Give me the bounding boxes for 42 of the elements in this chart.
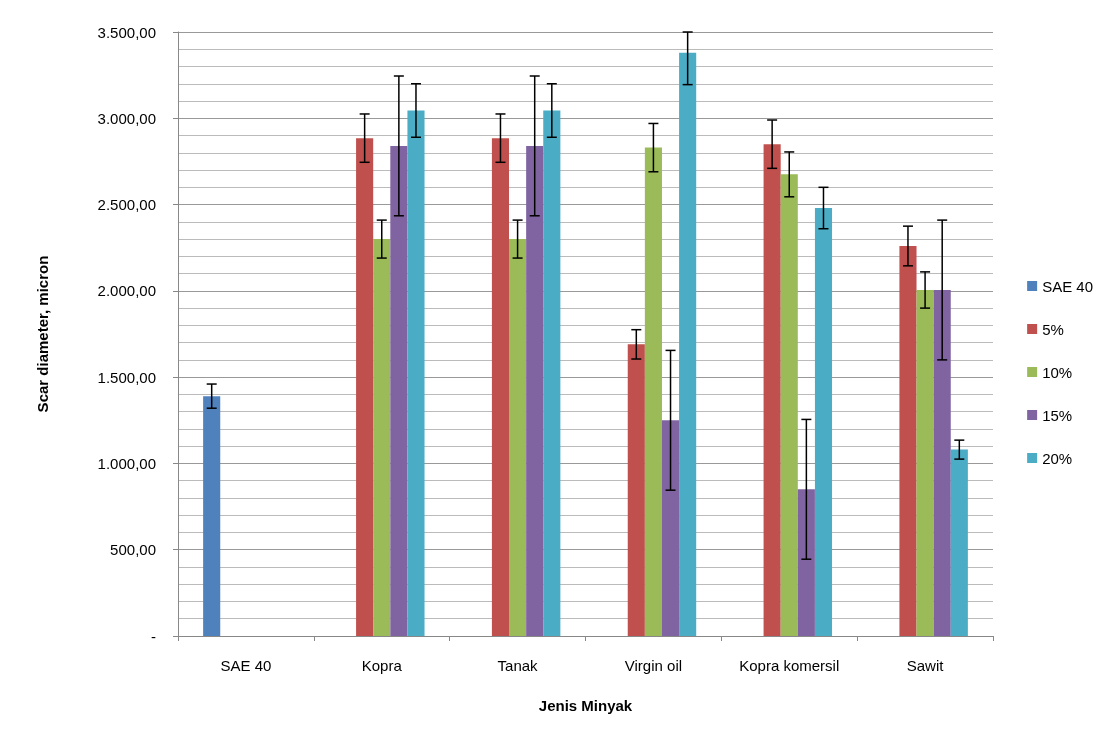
bar	[797, 489, 815, 636]
x-tick-label: Kopra	[361, 657, 403, 674]
y-tick-label: -	[151, 627, 156, 645]
bar	[644, 147, 662, 636]
bar	[407, 110, 425, 636]
bar	[509, 239, 527, 636]
bar	[373, 239, 391, 636]
bar	[933, 289, 951, 636]
bar	[780, 174, 798, 636]
x-tick-label: Kopra komersil	[739, 657, 840, 674]
bar	[491, 138, 510, 636]
y-tick-label: 3.500,00	[97, 23, 156, 41]
y-tick-label: 500,00	[110, 541, 156, 559]
bar	[679, 52, 697, 636]
bar	[916, 289, 934, 636]
x-axis-title: Jenis Minyak	[538, 697, 633, 714]
bar	[627, 344, 645, 636]
x-tick-label: Virgin oil	[624, 657, 683, 674]
bar	[814, 208, 833, 636]
y-tick-label: 2.500,00	[97, 196, 156, 214]
legend-label: SAE 40	[1042, 277, 1094, 295]
x-tick-label: Tanak	[497, 657, 539, 674]
bar	[390, 145, 408, 636]
x-tick-label: SAE 40	[220, 657, 272, 674]
legend-label: 15%	[1042, 406, 1073, 424]
bar	[203, 396, 221, 636]
y-tick-label: 1.000,00	[97, 454, 156, 472]
y-tick-label: 1.500,00	[97, 368, 156, 386]
legend-label: 20%	[1042, 449, 1073, 467]
bar	[356, 138, 374, 636]
bar	[661, 420, 680, 636]
x-tick-label: Sawit	[906, 657, 945, 674]
bar	[899, 245, 917, 636]
legend-label: 5%	[1042, 320, 1064, 338]
y-tick-label: 3.000,00	[97, 109, 156, 127]
y-tick-label: 2.000,00	[97, 282, 156, 300]
bar	[543, 110, 561, 636]
legend-label: 10%	[1042, 363, 1073, 381]
bar	[950, 449, 968, 636]
y-axis-title: Scar diameter, micron	[34, 255, 51, 413]
bar	[526, 145, 544, 636]
bar	[763, 144, 781, 636]
